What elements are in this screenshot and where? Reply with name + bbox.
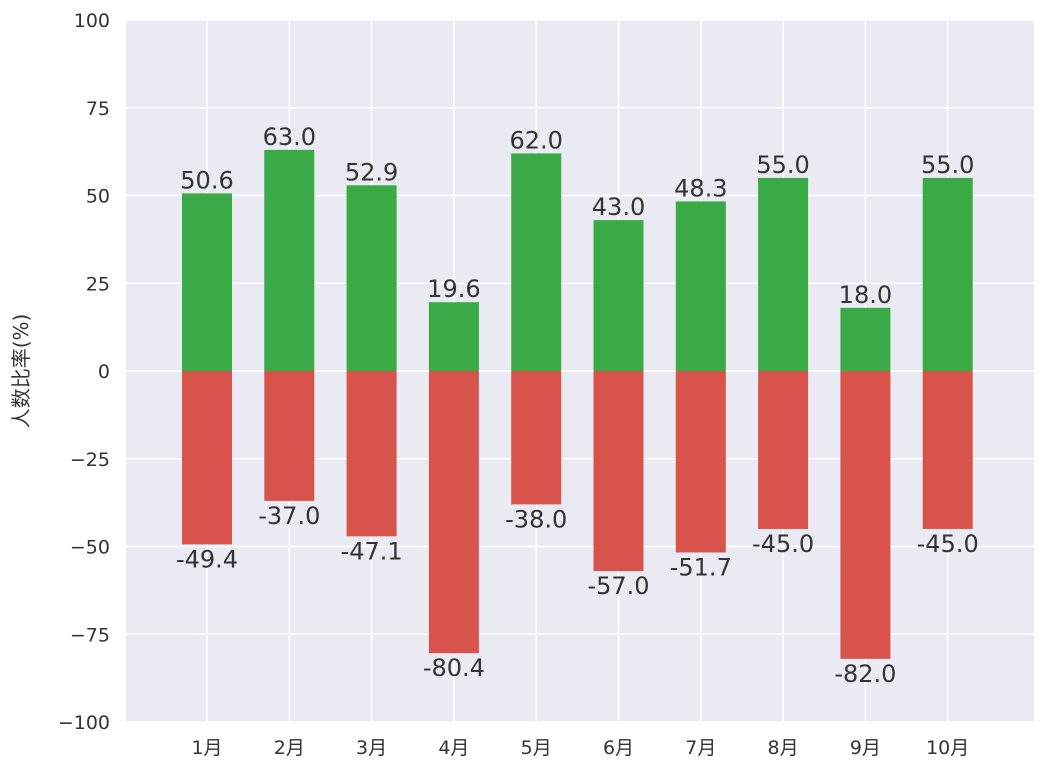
bar-label-positive: 18.0 — [839, 281, 892, 309]
bar-label-positive: 62.0 — [509, 126, 562, 154]
bar-positive — [675, 201, 726, 371]
bar-positive — [182, 193, 232, 371]
bar-label-positive: 19.6 — [427, 275, 480, 303]
bar-negative — [346, 371, 397, 537]
bar-positive — [922, 177, 973, 371]
y-tick-label: 0 — [98, 361, 110, 383]
y-tick-label: −50 — [70, 537, 110, 559]
x-axis-ticks: 1月 2月 3月 4月 5月 6月 7月 8月 9月 10月 — [191, 737, 969, 759]
bar-label-negative: -49.4 — [176, 545, 238, 573]
bar-positive — [511, 153, 562, 371]
bar-label-negative: -45.0 — [752, 530, 814, 558]
y-tick-label: 100 — [74, 10, 110, 32]
bar-positive — [758, 177, 809, 371]
bar-negative — [182, 371, 232, 545]
bar-negative — [428, 371, 479, 654]
bar-positive — [840, 307, 891, 371]
y-axis-label: 人数比率(%) — [9, 314, 33, 429]
y-tick-label: −25 — [70, 449, 110, 471]
bar-positive — [593, 220, 644, 371]
bars — [182, 149, 973, 659]
bar-label-negative: -38.0 — [505, 505, 567, 533]
bar-positive — [264, 149, 315, 371]
x-tick-label: 7月 — [685, 737, 716, 759]
bar-negative — [264, 371, 315, 501]
bar-label-positive: 48.3 — [674, 174, 727, 202]
bar-label-negative: -82.0 — [834, 660, 896, 688]
x-tick-label: 10月 — [926, 737, 969, 759]
bar-label-positive: 43.0 — [592, 193, 645, 221]
bar-negative — [675, 371, 726, 553]
bar-positive — [428, 302, 479, 371]
y-tick-label: −75 — [70, 624, 110, 646]
x-tick-label: 4月 — [438, 737, 469, 759]
bar-value-labels: 50.6 63.0 52.9 19.6 62.0 43.0 48.3 55.0 18.0 55.0… — [176, 123, 979, 688]
bar-label-positive: 55.0 — [921, 151, 974, 179]
bar-label-positive: 63.0 — [263, 123, 316, 151]
bar-label-negative: -80.4 — [423, 654, 485, 682]
bar-label-negative: -47.1 — [341, 537, 403, 565]
bar-negative — [593, 371, 644, 572]
bar-label-negative: -57.0 — [587, 572, 649, 600]
bar-label-negative: -51.7 — [670, 553, 732, 581]
bar-positive — [346, 185, 397, 371]
bar-label-positive: 55.0 — [756, 151, 809, 179]
x-tick-label: 5月 — [521, 737, 552, 759]
bar-negative — [922, 371, 973, 529]
bar-negative — [840, 371, 891, 659]
x-tick-label: 2月 — [274, 737, 305, 759]
y-axis-ticks: 100 75 50 25 0 −25 −50 −75 −100 — [58, 10, 110, 734]
bar-negative — [758, 371, 809, 529]
y-tick-label: −100 — [58, 712, 110, 734]
x-tick-label: 8月 — [768, 737, 799, 759]
x-tick-label: 6月 — [603, 737, 634, 759]
x-tick-label: 3月 — [356, 737, 387, 759]
bar-label-positive: 52.9 — [345, 158, 398, 186]
bar-negative — [511, 371, 562, 505]
y-tick-label: 50 — [86, 186, 110, 208]
x-tick-label: 9月 — [850, 737, 881, 759]
y-tick-label: 75 — [86, 98, 110, 120]
bar-label-positive: 50.6 — [180, 166, 233, 194]
bar-label-negative: -45.0 — [917, 530, 979, 558]
x-tick-label: 1月 — [191, 737, 222, 759]
y-tick-label: 25 — [86, 273, 110, 295]
bar-label-negative: -37.0 — [258, 502, 320, 530]
